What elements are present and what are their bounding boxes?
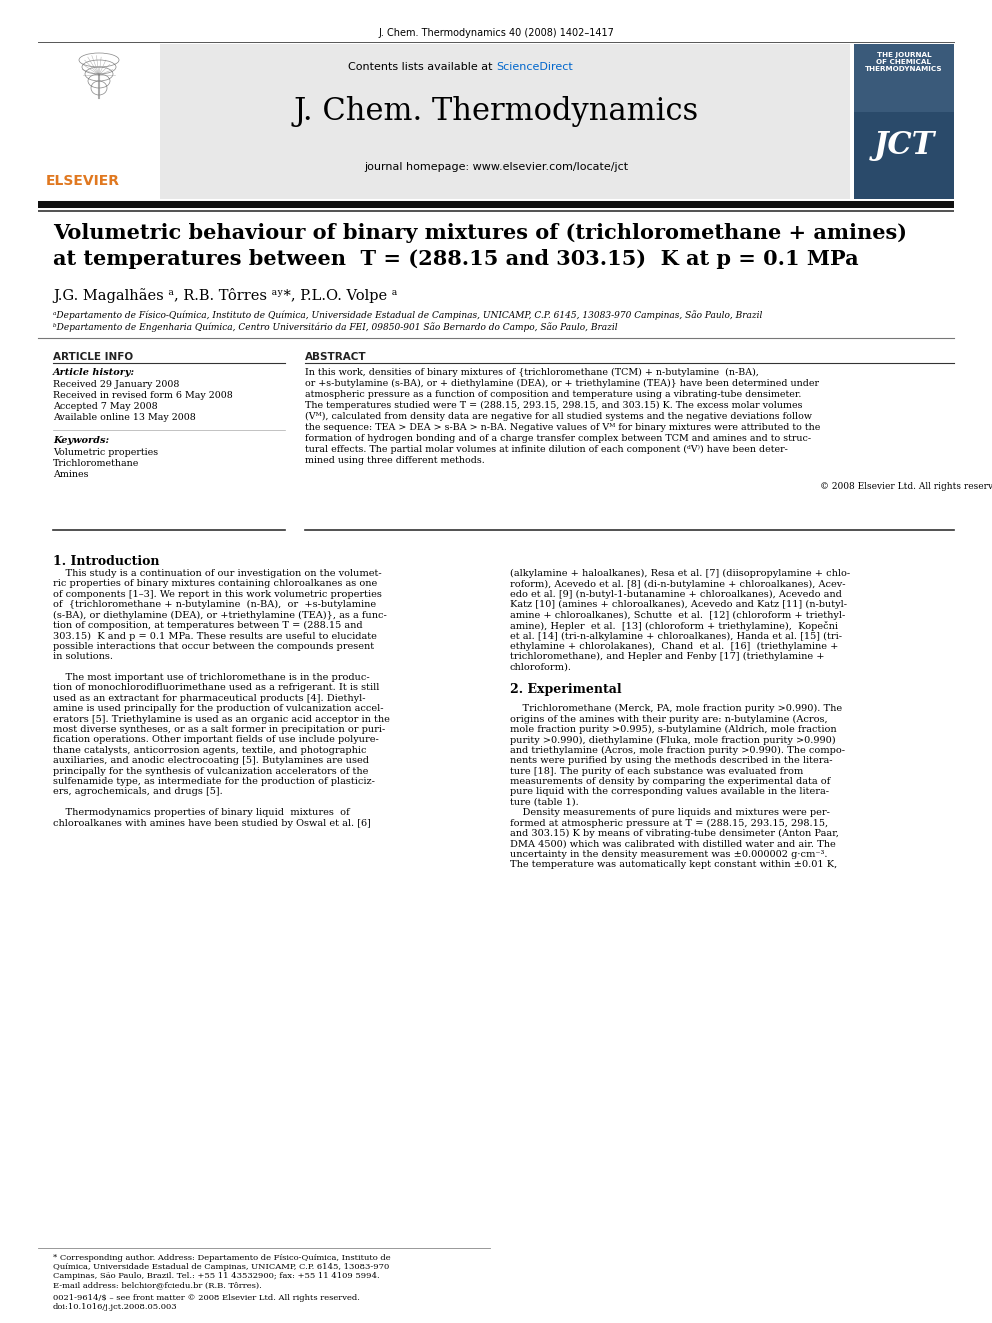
Text: ScienceDirect: ScienceDirect [496, 62, 572, 71]
Text: origins of the amines with their purity are: n-butylamine (Acros,: origins of the amines with their purity … [510, 714, 827, 724]
Text: Received in revised form 6 May 2008: Received in revised form 6 May 2008 [53, 392, 233, 400]
Text: and 303.15) K by means of vibrating-tube densimeter (Anton Paar,: and 303.15) K by means of vibrating-tube… [510, 830, 839, 839]
Text: roform), Acevedo et al. [8] (di-n-butylamine + chloroalkanes), Acev-: roform), Acevedo et al. [8] (di-n-butyla… [510, 579, 845, 589]
Text: purity >0.990), diethylamine (Fluka, mole fraction purity >0.990): purity >0.990), diethylamine (Fluka, mol… [510, 736, 835, 745]
Text: sulfenamide type, as intermediate for the production of plasticiz-: sulfenamide type, as intermediate for th… [53, 777, 375, 786]
Text: fication operations. Other important fields of use include polyure-: fication operations. Other important fie… [53, 736, 379, 745]
Text: Available online 13 May 2008: Available online 13 May 2008 [53, 413, 195, 422]
Text: ers, agrochemicals, and drugs [5].: ers, agrochemicals, and drugs [5]. [53, 787, 223, 796]
Text: The temperature was automatically kept constant within ±0.01 K,: The temperature was automatically kept c… [510, 860, 837, 869]
Text: journal homepage: www.elsevier.com/locate/jct: journal homepage: www.elsevier.com/locat… [364, 161, 628, 172]
Text: ture (table 1).: ture (table 1). [510, 798, 578, 807]
Text: or +s-butylamine (s-BA), or + diethylamine (DEA), or + triethylamine (TEA)} have: or +s-butylamine (s-BA), or + diethylami… [305, 378, 819, 388]
Text: J.G. Magalhães ᵃ, R.B. Tôrres ᵃʸ*, P.L.O. Volpe ᵃ: J.G. Magalhães ᵃ, R.B. Tôrres ᵃʸ*, P.L.O… [53, 288, 398, 303]
Text: doi:10.1016/j.jct.2008.05.003: doi:10.1016/j.jct.2008.05.003 [53, 1303, 178, 1311]
Text: principally for the synthesis of vulcanization accelerators of the: principally for the synthesis of vulcani… [53, 766, 368, 775]
Text: tion of composition, at temperatures between T = (288.15 and: tion of composition, at temperatures bet… [53, 620, 363, 630]
Text: at temperatures between  T = (288.15 and 303.15)  K at p = 0.1 MPa: at temperatures between T = (288.15 and … [53, 249, 859, 269]
Text: tural effects. The partial molar volumes at infinite dilution of each component : tural effects. The partial molar volumes… [305, 445, 788, 454]
Text: ᵇDepartamento de Engenharia Química, Centro Universitário da FEI, 09850-901 São : ᵇDepartamento de Engenharia Química, Cen… [53, 321, 618, 332]
Text: of  {trichloromethane + n-butylamine  (n-BA),  or  +s-butylamine: of {trichloromethane + n-butylamine (n-B… [53, 601, 376, 610]
Text: Trichloromethane (Merck, PA, mole fraction purity >0.990). The: Trichloromethane (Merck, PA, mole fracti… [510, 704, 842, 713]
Text: Thermodynamics properties of binary liquid  mixtures  of: Thermodynamics properties of binary liqu… [53, 808, 349, 818]
Text: uncertainty in the density measurement was ±0.000002 g·cm⁻³.: uncertainty in the density measurement w… [510, 849, 827, 859]
Text: ethylamine + chlorolakanes),  Chand  et al.  [16]  (triethylamine +: ethylamine + chlorolakanes), Chand et al… [510, 642, 838, 651]
Text: formation of hydrogen bonding and of a charge transfer complex between TCM and a: formation of hydrogen bonding and of a c… [305, 434, 811, 443]
Text: ELSEVIER: ELSEVIER [46, 175, 120, 188]
Text: mole fraction purity >0.995), s-butylamine (Aldrich, mole fraction: mole fraction purity >0.995), s-butylami… [510, 725, 836, 734]
Text: 0021-9614/$ – see front matter © 2008 Elsevier Ltd. All rights reserved.: 0021-9614/$ – see front matter © 2008 El… [53, 1294, 360, 1302]
Text: nents were purified by using the methods described in the litera-: nents were purified by using the methods… [510, 757, 832, 765]
Text: * Corresponding author. Address: Departamento de Físico-Química, Instituto de: * Corresponding author. Address: Departa… [53, 1254, 391, 1262]
Text: in solutions.: in solutions. [53, 652, 113, 662]
Text: (s-BA), or diethylamine (DEA), or +triethylamine (TEA)}, as a func-: (s-BA), or diethylamine (DEA), or +triet… [53, 611, 387, 619]
Bar [854, 112, 954, 198]
Text: amine is used principally for the production of vulcanization accel-: amine is used principally for the produc… [53, 704, 384, 713]
Text: J. Chem. Thermodynamics: J. Chem. Thermodynamics [294, 97, 698, 127]
Text: Received 29 January 2008: Received 29 January 2008 [53, 380, 180, 389]
Text: atmospheric pressure as a function of composition and temperature using a vibrat: atmospheric pressure as a function of co… [305, 390, 802, 400]
Text: (alkylamine + haloalkanes), Resa et al. [7] (diisopropylamine + chlo-: (alkylamine + haloalkanes), Resa et al. … [510, 569, 850, 578]
Text: thane catalysts, anticorrosion agents, textile, and photographic: thane catalysts, anticorrosion agents, t… [53, 746, 366, 755]
Text: ABSTRACT: ABSTRACT [305, 352, 367, 363]
Text: Accepted 7 May 2008: Accepted 7 May 2008 [53, 402, 158, 411]
Text: THE JOURNAL
OF CHEMICAL
THERMODYNAMICS: THE JOURNAL OF CHEMICAL THERMODYNAMICS [865, 52, 942, 71]
Text: 1. Introduction: 1. Introduction [53, 556, 160, 568]
Text: Química, Universidade Estadual de Campinas, UNICAMP, C.P. 6145, 13083-970: Química, Universidade Estadual de Campin… [53, 1263, 389, 1271]
Text: DMA 4500) which was calibrated with distilled water and air. The: DMA 4500) which was calibrated with dist… [510, 839, 835, 848]
Bar [38, 201, 954, 208]
Text: ric properties of binary mixtures containing chloroalkanes as one: ric properties of binary mixtures contai… [53, 579, 377, 589]
Text: Article history:: Article history: [53, 368, 135, 377]
Text: Katz [10] (amines + chloroalkanes), Acevedo and Katz [11] (n-butyl-: Katz [10] (amines + chloroalkanes), Acev… [510, 601, 847, 610]
Text: Density measurements of pure liquids and mixtures were per-: Density measurements of pure liquids and… [510, 808, 830, 818]
Text: edo et al. [9] (n-butyl-1-butanamine + chloroalkanes), Acevedo and: edo et al. [9] (n-butyl-1-butanamine + c… [510, 590, 842, 599]
Text: used as an extractant for pharmaceutical products [4]. Diethyl-: used as an extractant for pharmaceutical… [53, 693, 365, 703]
Text: chloroform).: chloroform). [510, 663, 572, 672]
Text: (Vᴹ), calculated from density data are negative for all studied systems and the : (Vᴹ), calculated from density data are n… [305, 411, 812, 421]
Text: trichloromethane), and Hepler and Fenby [17] (triethylamine +: trichloromethane), and Hepler and Fenby … [510, 652, 824, 662]
Text: This study is a continuation of our investigation on the volumet-: This study is a continuation of our inve… [53, 569, 382, 578]
Text: erators [5]. Triethylamine is used as an organic acid acceptor in the: erators [5]. Triethylamine is used as an… [53, 714, 390, 724]
Text: Volumetric behaviour of binary mixtures of (trichloromethane + amines): Volumetric behaviour of binary mixtures … [53, 224, 907, 243]
Text: 303.15)  K and p = 0.1 MPa. These results are useful to elucidate: 303.15) K and p = 0.1 MPa. These results… [53, 631, 377, 640]
Text: pure liquid with the corresponding values available in the litera-: pure liquid with the corresponding value… [510, 787, 829, 796]
Text: Contents lists available at: Contents lists available at [348, 62, 496, 71]
Text: J. Chem. Thermodynamics 40 (2008) 1402–1417: J. Chem. Thermodynamics 40 (2008) 1402–1… [378, 28, 614, 38]
Text: Keywords:: Keywords: [53, 437, 109, 445]
Text: ARTICLE INFO: ARTICLE INFO [53, 352, 133, 363]
Text: The most important use of trichloromethane is in the produc-: The most important use of trichlorometha… [53, 673, 370, 681]
Text: ᵃDepartamento de Físico-Química, Instituto de Química, Universidade Estadual de : ᵃDepartamento de Físico-Química, Institu… [53, 310, 763, 320]
Text: mined using three different methods.: mined using three different methods. [305, 456, 485, 464]
Text: ture [18]. The purity of each substance was evaluated from: ture [18]. The purity of each substance … [510, 766, 804, 775]
Text: and triethylamine (Acros, mole fraction purity >0.990). The compo-: and triethylamine (Acros, mole fraction … [510, 746, 845, 755]
Text: 2. Experimental: 2. Experimental [510, 684, 622, 696]
Text: auxiliaries, and anodic electrocoating [5]. Butylamines are used: auxiliaries, and anodic electrocoating [… [53, 757, 369, 765]
Bar [38, 210, 954, 212]
Text: © 2008 Elsevier Ltd. All rights reserved.: © 2008 Elsevier Ltd. All rights reserved… [820, 482, 992, 491]
Text: E-mail address: belchior@fciedu.br (R.B. Tôrres).: E-mail address: belchior@fciedu.br (R.B.… [53, 1281, 262, 1289]
Bar [854, 44, 954, 198]
Bar [38, 44, 160, 198]
Text: Trichloromethane: Trichloromethane [53, 459, 139, 468]
Text: JCT: JCT [873, 130, 934, 161]
Text: Amines: Amines [53, 470, 88, 479]
Text: Campinas, São Paulo, Brazil. Tel.: +55 11 43532900; fax: +55 11 4109 5994.: Campinas, São Paulo, Brazil. Tel.: +55 1… [53, 1271, 380, 1279]
Bar [160, 44, 850, 198]
Text: possible interactions that occur between the compounds present: possible interactions that occur between… [53, 642, 374, 651]
Text: tion of monochlorodifluorimethane used as a refrigerant. It is still: tion of monochlorodifluorimethane used a… [53, 684, 379, 692]
Text: chloroalkanes with amines have been studied by Oswal et al. [6]: chloroalkanes with amines have been stud… [53, 819, 371, 828]
Text: measurements of density by comparing the experimental data of: measurements of density by comparing the… [510, 777, 830, 786]
Text: of components [1–3]. We report in this work volumetric properties: of components [1–3]. We report in this w… [53, 590, 382, 599]
Text: et al. [14] (tri-n-alkylamine + chloroalkanes), Handa et al. [15] (tri-: et al. [14] (tri-n-alkylamine + chloroal… [510, 631, 842, 640]
Text: In this work, densities of binary mixtures of {trichloromethane (TCM) + n-butyla: In this work, densities of binary mixtur… [305, 368, 759, 377]
Text: amine + chloroalkanes), Schutte  et al.  [12] (chloroform + triethyl-: amine + chloroalkanes), Schutte et al. [… [510, 611, 845, 619]
Text: The temperatures studied were T = (288.15, 293.15, 298.15, and 303.15) K. The ex: The temperatures studied were T = (288.1… [305, 401, 803, 410]
Text: formed at atmospheric pressure at T = (288.15, 293.15, 298.15,: formed at atmospheric pressure at T = (2… [510, 819, 828, 828]
Text: the sequence: TEA > DEA > s-BA > n-BA. Negative values of Vᴹ for binary mixtures: the sequence: TEA > DEA > s-BA > n-BA. N… [305, 423, 820, 433]
Text: Volumetric properties: Volumetric properties [53, 448, 158, 456]
Text: amine), Hepler  et al.  [13] (chloroform + triethylamine),  Kopečni: amine), Hepler et al. [13] (chloroform +… [510, 620, 838, 631]
Text: most diverse syntheses, or as a salt former in precipitation or puri-: most diverse syntheses, or as a salt for… [53, 725, 385, 734]
